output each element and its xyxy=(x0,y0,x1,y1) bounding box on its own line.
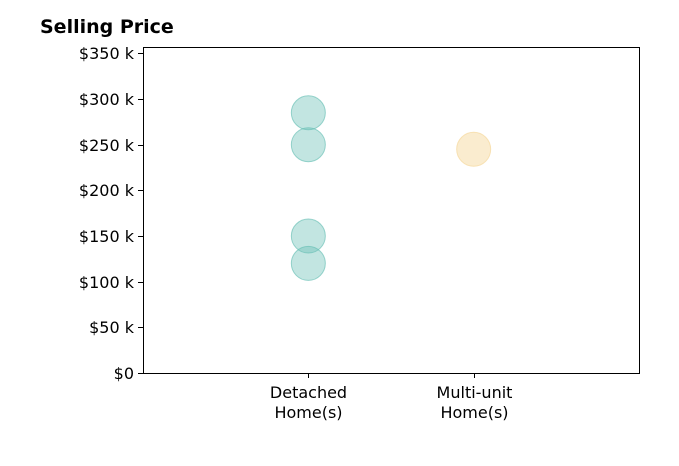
y-tick-label: $350 k xyxy=(79,44,135,63)
y-axis: $0 $50 k $100 k $150 k $200 k $250 k $300 k $35… xyxy=(79,44,143,383)
x-tick-label: Multi-unit Home(s) xyxy=(437,383,513,422)
y-tick-label: $200 k xyxy=(79,181,135,200)
data-point xyxy=(456,131,492,167)
chart-title: Selling Price xyxy=(40,16,174,38)
x-tick-label: Detached Home(s) xyxy=(270,383,347,422)
data-point xyxy=(290,127,326,163)
y-tick-label: $100 k xyxy=(79,273,135,292)
data-point xyxy=(290,245,326,281)
plot-frame xyxy=(143,47,640,374)
y-tick-label: $250 k xyxy=(79,136,135,155)
x-axis: Detached Home(s) Multi-unit Home(s) xyxy=(270,373,513,422)
data-point xyxy=(290,218,326,254)
y-tick-label: $0 xyxy=(114,364,134,383)
data-points xyxy=(290,95,492,281)
y-tick-label: $150 k xyxy=(79,227,135,246)
data-point xyxy=(290,95,326,131)
y-tick-label: $50 k xyxy=(89,318,135,337)
y-tick-label: $300 k xyxy=(79,90,135,109)
